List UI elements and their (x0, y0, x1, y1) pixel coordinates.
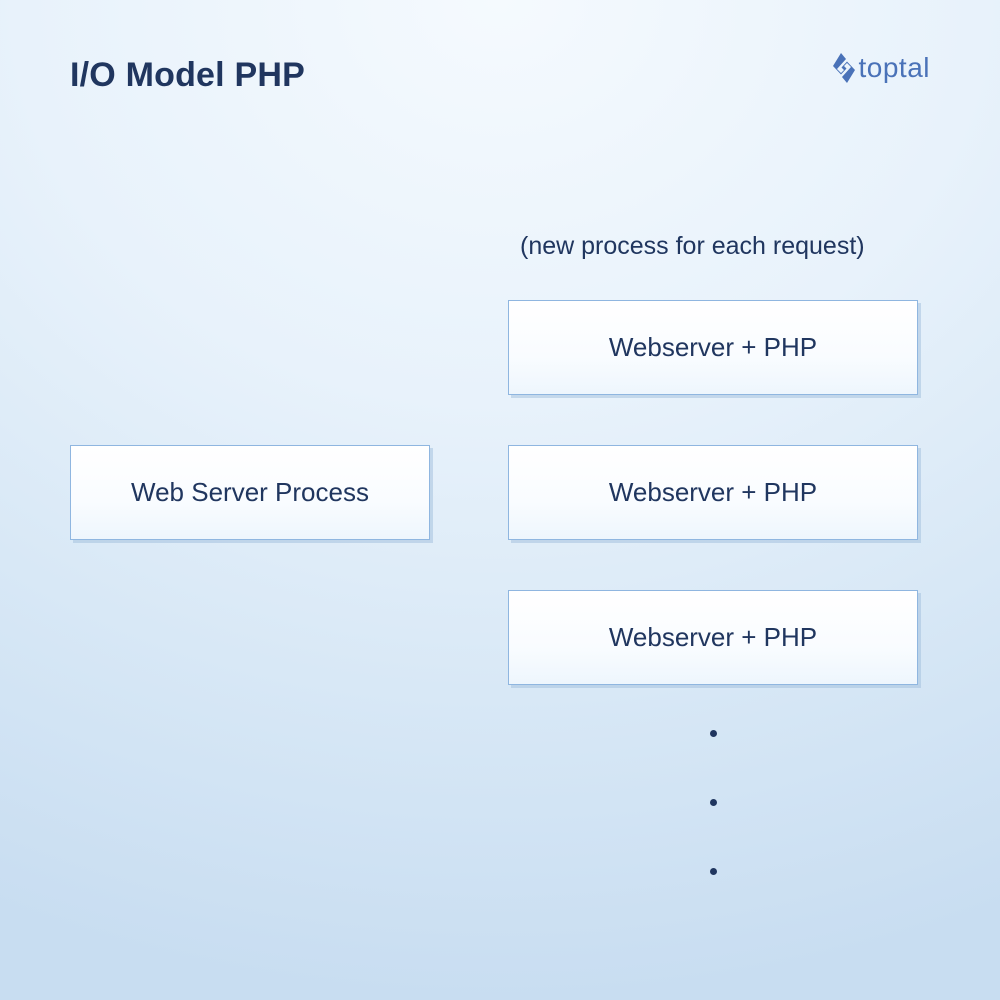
ellipsis-dots (508, 730, 918, 875)
webserver-php-box-1: Webserver + PHP (508, 300, 918, 395)
dot-icon (710, 730, 717, 737)
caption-text: (new process for each request) (520, 232, 865, 261)
box-label: Web Server Process (131, 477, 369, 508)
diagram-canvas: I/O Model PHP toptal (new process for ea… (0, 0, 1000, 1000)
dot-icon (710, 799, 717, 806)
webserver-php-box-3: Webserver + PHP (508, 590, 918, 685)
dot-icon (710, 868, 717, 875)
box-label: Webserver + PHP (609, 622, 817, 653)
diagram-title: I/O Model PHP (70, 56, 305, 95)
webserver-php-box-2: Webserver + PHP (508, 445, 918, 540)
logo-text: toptal (859, 52, 931, 84)
web-server-process-box: Web Server Process (70, 445, 430, 540)
box-label: Webserver + PHP (609, 477, 817, 508)
toptal-icon (833, 53, 855, 83)
brand-logo: toptal (833, 52, 931, 84)
box-label: Webserver + PHP (609, 332, 817, 363)
